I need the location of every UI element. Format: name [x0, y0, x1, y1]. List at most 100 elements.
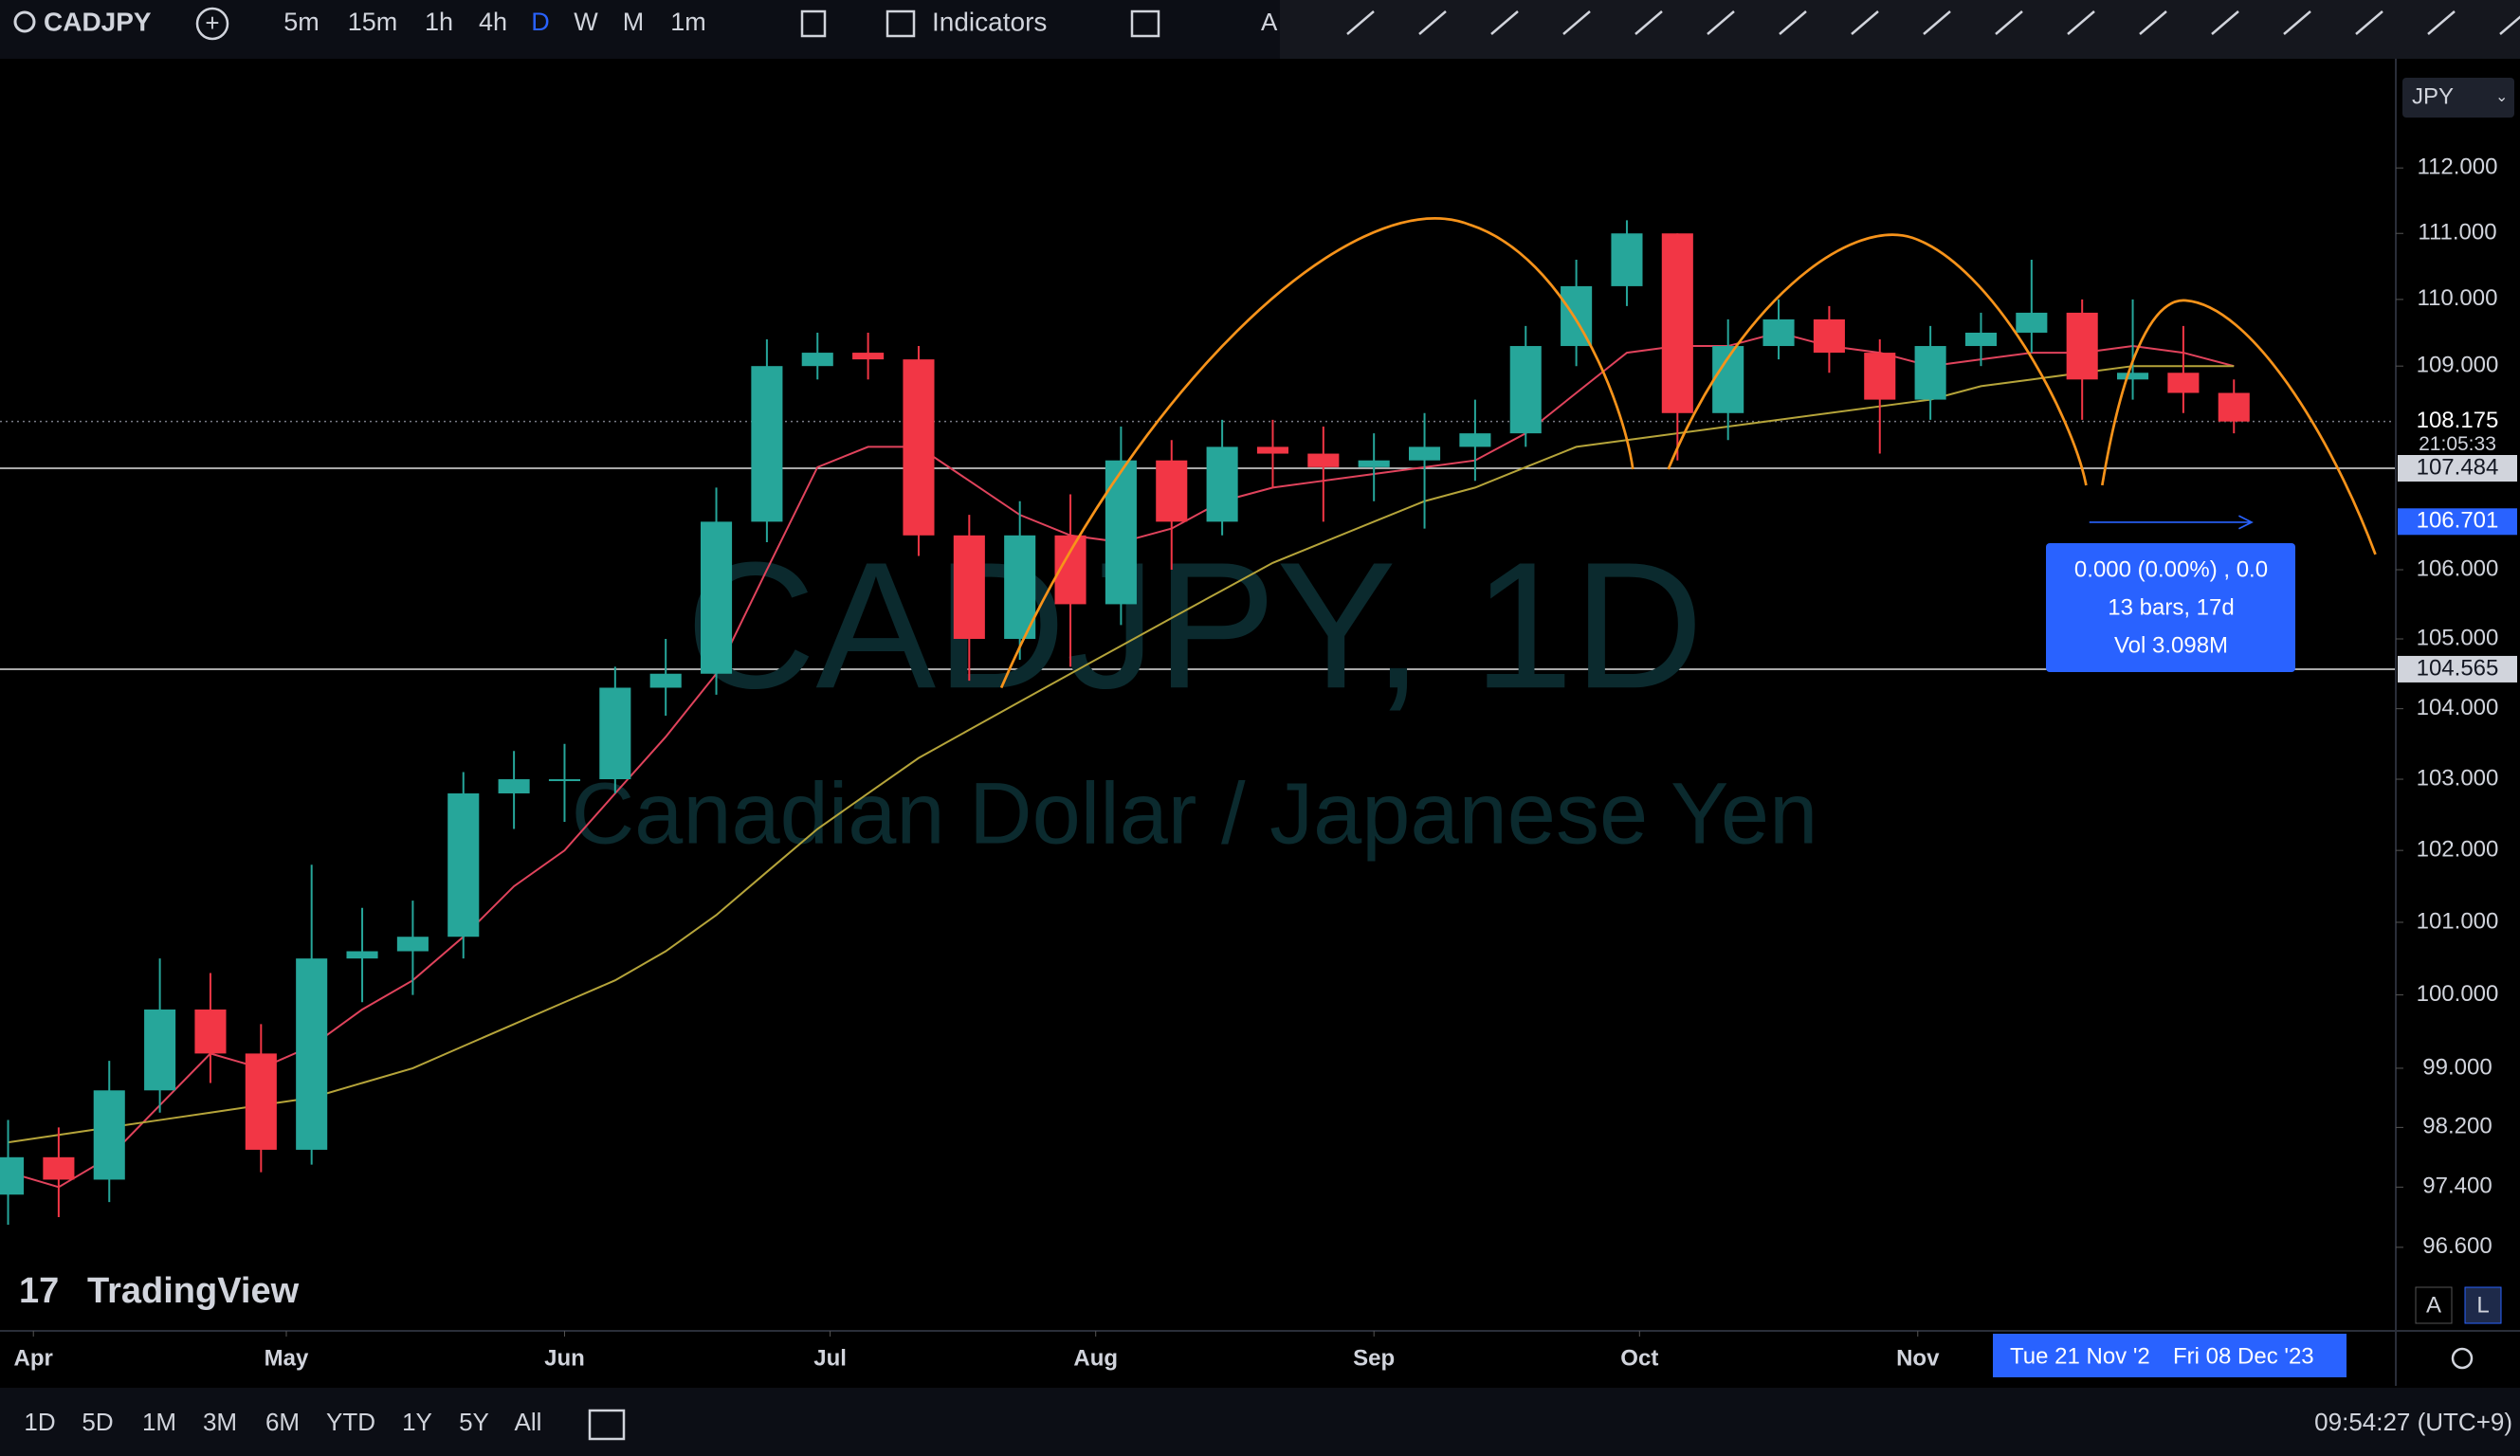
plot — [0, 420, 2396, 670]
range-button[interactable]: 3M — [203, 1408, 237, 1436]
drawing-tool[interactable] — [1634, 10, 1663, 35]
drawing-tool[interactable] — [1923, 10, 1951, 35]
symbol[interactable]: CADJPY — [44, 7, 152, 36]
chart-type-icon[interactable] — [800, 9, 827, 38]
x-tick-label: Oct — [1620, 1345, 1658, 1371]
auto-button[interactable] — [2415, 1286, 2453, 1324]
candle-body — [2066, 312, 2098, 380]
drawing-tool[interactable] — [1562, 10, 1591, 35]
candle-body — [2117, 373, 2149, 380]
candle-body — [144, 1009, 176, 1091]
y-tick-label: 99.000 — [2422, 1054, 2492, 1080]
range-button[interactable]: YTD — [326, 1408, 375, 1436]
candle-body — [801, 353, 833, 367]
interval-button[interactable]: 1m — [670, 8, 706, 36]
logo[interactable]: TradingView — [87, 1271, 300, 1311]
range-button[interactable]: 1M — [142, 1408, 176, 1436]
currency-button[interactable] — [2402, 78, 2514, 118]
interval-button[interactable]: 4h — [479, 8, 507, 36]
alert-button[interactable]: A — [1261, 8, 1278, 36]
range-button[interactable]: 5Y — [459, 1408, 489, 1436]
layouts-icon[interactable] — [1130, 9, 1160, 38]
drawing-tool[interactable] — [2211, 10, 2239, 35]
chevron: ⌄ — [2495, 89, 2508, 105]
measure-bars: 13 bars, 17d — [2108, 594, 2234, 620]
candle-body — [751, 366, 783, 522]
candle-body — [599, 687, 631, 780]
candle-body — [1408, 446, 1441, 461]
measure-change: 0.000 (0.00%) , 0.0 — [2074, 556, 2268, 582]
candle-body — [245, 1053, 277, 1150]
candle-body — [1964, 332, 1998, 347]
candle-body — [953, 535, 985, 639]
candle-body — [296, 958, 328, 1150]
x-tick-label: Sep — [1353, 1345, 1395, 1371]
candle-body — [1206, 446, 1238, 522]
candle-body — [700, 521, 733, 674]
drawing-tool[interactable] — [1851, 10, 1879, 35]
arrow-head — [2238, 515, 2254, 530]
arc[interactable] — [1667, 233, 2088, 486]
y-tick-label: 103.000 — [2417, 765, 2499, 791]
drawing-tool[interactable] — [2283, 10, 2311, 35]
arc-drawings — [999, 217, 2377, 689]
y-tick-label: 96.600 — [2422, 1233, 2492, 1259]
settings-icon[interactable] — [2451, 1347, 2474, 1370]
candle-body — [1611, 233, 1643, 286]
compare-button[interactable] — [195, 7, 229, 41]
drawing-tool[interactable] — [1346, 10, 1375, 35]
range-button[interactable]: 1D — [24, 1408, 55, 1436]
candle-body — [396, 937, 429, 952]
range-button[interactable]: All — [515, 1408, 542, 1436]
drawing-tool[interactable] — [1418, 10, 1447, 35]
drawing-tool[interactable] — [2355, 10, 2383, 35]
last-price-label: 108.175 — [2417, 408, 2499, 433]
drawing-tool[interactable] — [1707, 10, 1735, 35]
drawing-tool[interactable] — [1995, 10, 2023, 35]
drawing-tool[interactable] — [2067, 10, 2095, 35]
candle-body — [1813, 318, 1845, 354]
y-tick-label: 105.000 — [2417, 625, 2499, 650]
candle-body — [852, 353, 885, 360]
intervals: 5m 15m 1h 4h D W M 1m — [283, 8, 706, 36]
search-icon[interactable] — [13, 10, 36, 33]
drawing-tool[interactable] — [1779, 10, 1807, 35]
clock: 09:54:27 (UTC+9) — [2314, 1408, 2512, 1436]
interval-button[interactable]: 1h — [425, 8, 453, 36]
interval-button[interactable]: 5m — [283, 8, 320, 36]
range-button[interactable]: 6M — [265, 1408, 300, 1436]
candle-body — [1459, 433, 1491, 447]
bottom-bar — [0, 1388, 2520, 1456]
range-button[interactable]: 5D — [82, 1408, 113, 1436]
cursor-price-label: 106.701 — [2417, 508, 2499, 534]
indicators-button[interactable]: Indicators — [932, 7, 1047, 36]
log-button[interactable] — [2464, 1286, 2502, 1324]
interval-button[interactable]: M — [623, 8, 645, 36]
candle-body — [0, 1156, 25, 1195]
interval-button[interactable]: D — [531, 8, 550, 36]
indicators-icon[interactable] — [886, 9, 916, 38]
goto-date-icon[interactable] — [588, 1409, 626, 1441]
line-price-label: 107.484 — [2417, 454, 2499, 480]
measure-box — [2046, 543, 2295, 672]
watermark-symbol: CADJPY, 1D — [685, 525, 1704, 726]
interval-button[interactable]: 15m — [348, 8, 398, 36]
arc[interactable] — [999, 217, 1634, 689]
drawing-tool[interactable] — [2139, 10, 2167, 35]
drawing-tool[interactable] — [1490, 10, 1519, 35]
interval-button[interactable]: W — [574, 8, 598, 36]
x-tick-label: Apr — [14, 1345, 53, 1371]
arc[interactable] — [2100, 299, 2377, 555]
auto-label: A — [2426, 1292, 2441, 1318]
drawing-tool[interactable] — [2427, 10, 2456, 35]
currency: JPY — [2412, 83, 2454, 109]
candle-body — [447, 792, 480, 937]
candle-body — [1256, 446, 1289, 454]
candle-body — [2218, 392, 2250, 422]
candle-body — [1864, 353, 1896, 400]
moving-average — [8, 365, 2235, 1144]
drawing-tool[interactable] — [2499, 11, 2520, 35]
range-button[interactable]: 1Y — [402, 1408, 432, 1436]
x-tick-label: Nov — [1896, 1345, 1940, 1371]
